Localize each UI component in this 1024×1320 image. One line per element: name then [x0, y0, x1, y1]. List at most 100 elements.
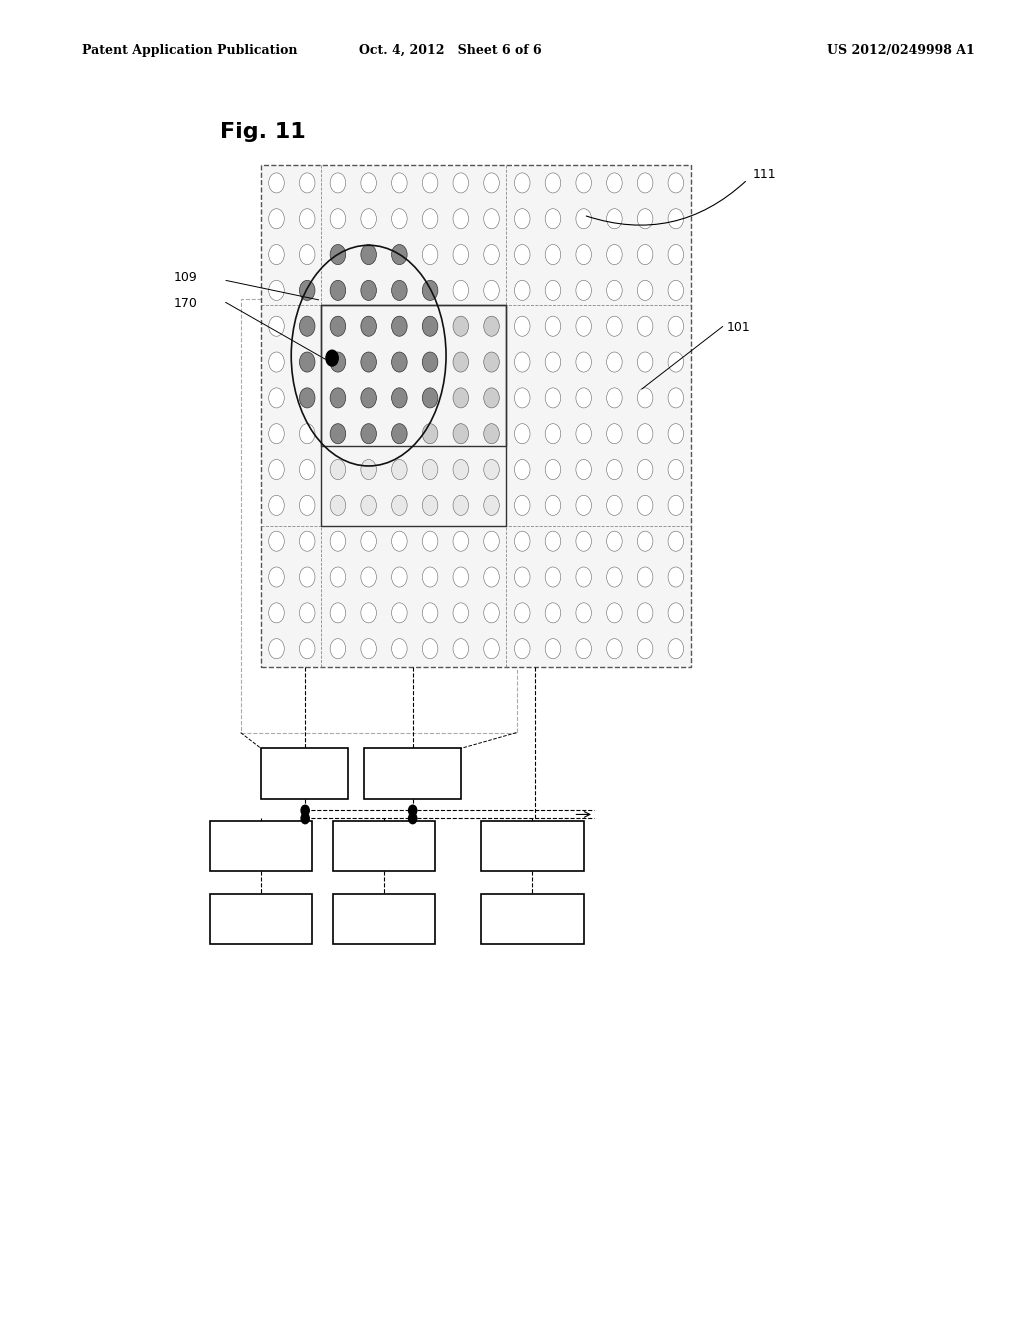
Circle shape	[299, 568, 315, 587]
Circle shape	[391, 459, 408, 479]
Bar	[364, 748, 461, 799]
Circle shape	[606, 209, 623, 228]
Circle shape	[360, 459, 377, 479]
Text: 170: 170	[174, 297, 198, 310]
Circle shape	[391, 352, 408, 372]
Circle shape	[545, 568, 561, 587]
Text: Oct. 4, 2012   Sheet 6 of 6: Oct. 4, 2012 Sheet 6 of 6	[359, 44, 542, 57]
Circle shape	[575, 209, 592, 228]
Circle shape	[330, 173, 346, 193]
Circle shape	[637, 424, 653, 444]
Circle shape	[545, 388, 561, 408]
Circle shape	[330, 352, 346, 372]
Circle shape	[299, 280, 315, 301]
Circle shape	[606, 280, 623, 301]
Circle shape	[330, 388, 346, 408]
Circle shape	[299, 531, 315, 552]
Text: 130': 130'	[371, 912, 397, 925]
Circle shape	[483, 352, 500, 372]
Bar	[210, 894, 312, 944]
Circle shape	[268, 173, 285, 193]
Circle shape	[422, 459, 438, 479]
Circle shape	[483, 639, 500, 659]
Circle shape	[453, 352, 469, 372]
Circle shape	[575, 317, 592, 337]
Circle shape	[453, 568, 469, 587]
Circle shape	[483, 280, 500, 301]
Circle shape	[422, 568, 438, 587]
Circle shape	[637, 173, 653, 193]
Circle shape	[637, 459, 653, 479]
Circle shape	[514, 317, 530, 337]
Circle shape	[575, 280, 592, 301]
Circle shape	[545, 244, 561, 264]
Text: 111: 111	[753, 168, 776, 181]
Text: Fig. 11: Fig. 11	[220, 121, 306, 143]
Circle shape	[360, 352, 377, 372]
Circle shape	[268, 388, 285, 408]
Circle shape	[637, 531, 653, 552]
Circle shape	[514, 280, 530, 301]
Circle shape	[606, 173, 623, 193]
Circle shape	[668, 280, 684, 301]
Circle shape	[545, 173, 561, 193]
Circle shape	[268, 424, 285, 444]
Circle shape	[299, 388, 315, 408]
Circle shape	[606, 352, 623, 372]
Circle shape	[422, 388, 438, 408]
Circle shape	[268, 603, 285, 623]
Circle shape	[360, 244, 377, 264]
Circle shape	[453, 424, 469, 444]
Circle shape	[268, 244, 285, 264]
Circle shape	[514, 568, 530, 587]
Circle shape	[391, 173, 408, 193]
Circle shape	[360, 209, 377, 228]
Circle shape	[360, 639, 377, 659]
Circle shape	[668, 352, 684, 372]
Circle shape	[330, 495, 346, 515]
Circle shape	[422, 639, 438, 659]
Circle shape	[422, 352, 438, 372]
Circle shape	[391, 568, 408, 587]
Circle shape	[360, 568, 377, 587]
Circle shape	[299, 495, 315, 515]
Circle shape	[330, 459, 346, 479]
Circle shape	[268, 459, 285, 479]
Circle shape	[668, 459, 684, 479]
Circle shape	[453, 388, 469, 408]
Circle shape	[606, 603, 623, 623]
Circle shape	[360, 173, 377, 193]
Circle shape	[606, 639, 623, 659]
Circle shape	[330, 424, 346, 444]
Circle shape	[637, 244, 653, 264]
Circle shape	[330, 531, 346, 552]
Circle shape	[453, 317, 469, 337]
Text: US 2012/0249998 A1: US 2012/0249998 A1	[827, 44, 975, 57]
Circle shape	[330, 317, 346, 337]
Circle shape	[483, 244, 500, 264]
Circle shape	[422, 209, 438, 228]
Circle shape	[483, 531, 500, 552]
Circle shape	[299, 209, 315, 228]
Circle shape	[545, 352, 561, 372]
Circle shape	[514, 209, 530, 228]
Circle shape	[514, 495, 530, 515]
Circle shape	[668, 568, 684, 587]
Bar	[481, 894, 584, 944]
Circle shape	[483, 424, 500, 444]
Text: 160: 160	[293, 767, 316, 780]
Circle shape	[606, 531, 623, 552]
Circle shape	[330, 639, 346, 659]
Circle shape	[391, 280, 408, 301]
Circle shape	[545, 424, 561, 444]
Circle shape	[360, 424, 377, 444]
Circle shape	[453, 459, 469, 479]
Circle shape	[606, 244, 623, 264]
Text: 101: 101	[727, 321, 751, 334]
Circle shape	[483, 209, 500, 228]
Circle shape	[422, 280, 438, 301]
Circle shape	[453, 495, 469, 515]
Circle shape	[453, 639, 469, 659]
Circle shape	[575, 388, 592, 408]
Circle shape	[268, 639, 285, 659]
